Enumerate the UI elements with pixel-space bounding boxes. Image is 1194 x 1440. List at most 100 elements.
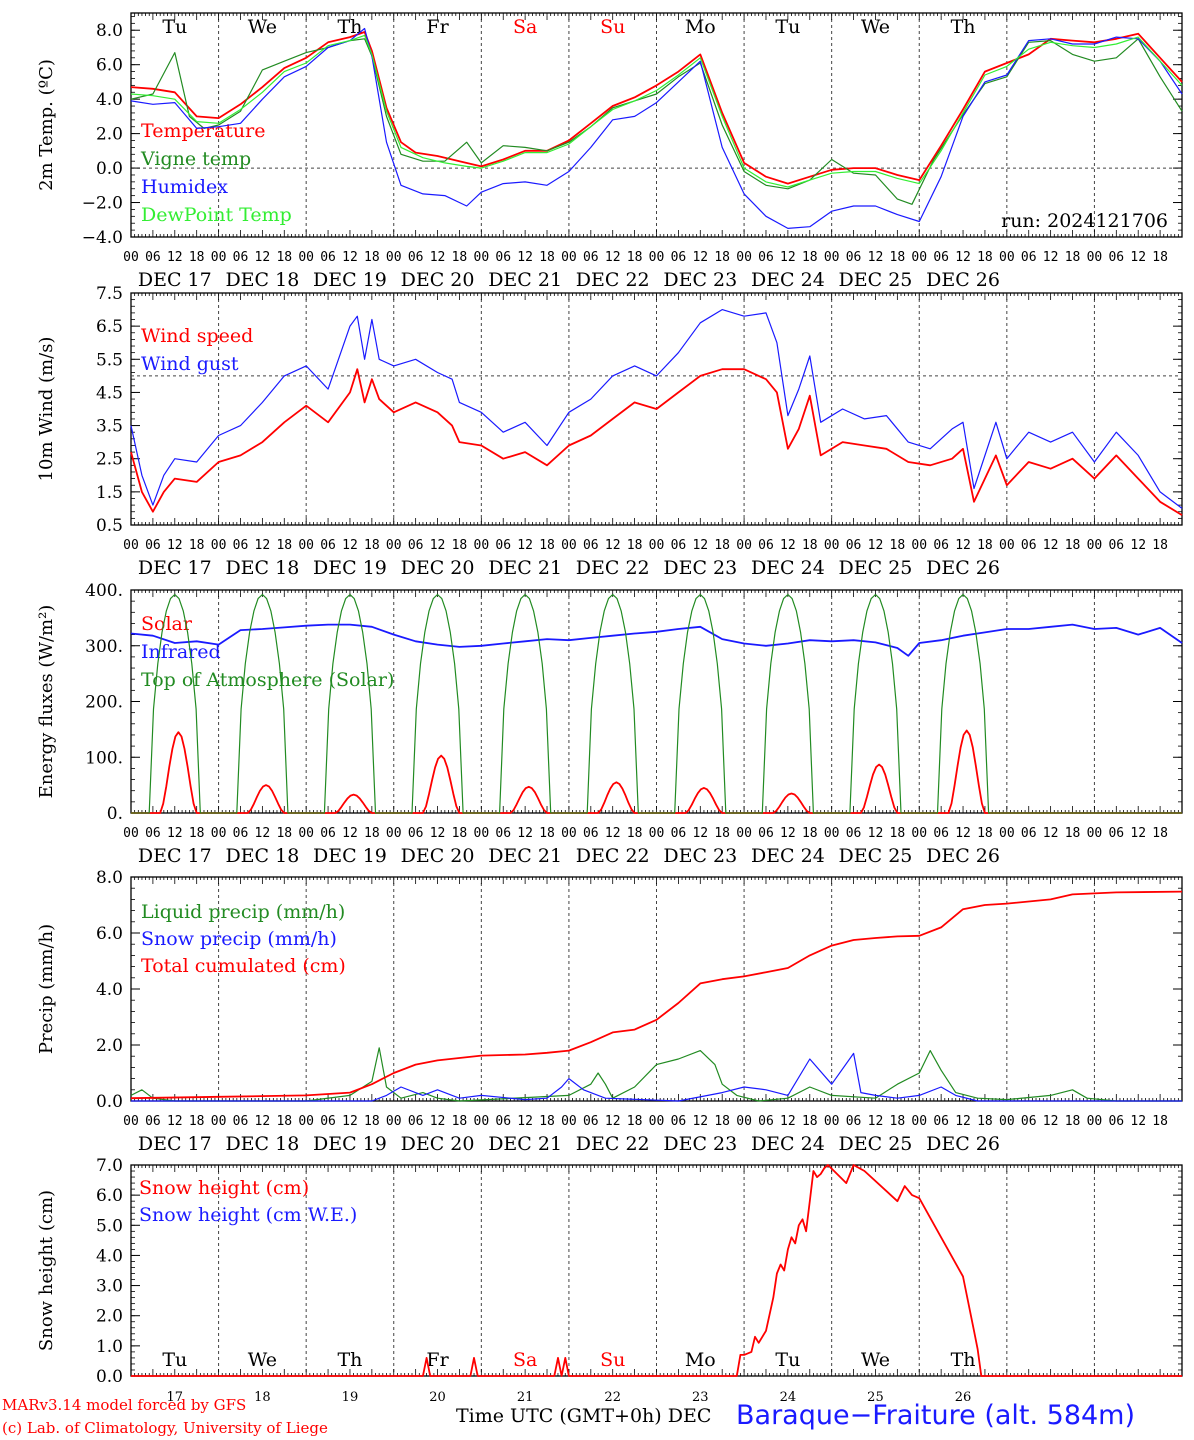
panel-4-hour-tick-label: 12 — [342, 1114, 358, 1129]
panel-2-date-label: DEC 19 — [313, 557, 387, 579]
panel-2-y-tick-label: 3.5 — [96, 417, 123, 437]
panel-5-day-number-label: 20 — [429, 1390, 446, 1405]
panel-1-weekday-label: Mo — [685, 16, 716, 38]
panel-1-hour-tick-label: 12 — [1130, 250, 1146, 265]
panel-5-y-tick-label: 6.0 — [96, 1186, 123, 1206]
panel-3-hour-tick-label: 18 — [1152, 826, 1168, 841]
panel-1-y-tick-label: 8.0 — [96, 21, 123, 41]
panel-1-date-label: DEC 23 — [663, 269, 737, 291]
panel-2-hour-tick-label: 06 — [233, 538, 249, 553]
panel-2-hour-tick-label: 12 — [780, 538, 796, 553]
panel-2-hour-tick-label: 00 — [561, 538, 577, 553]
panel-2-hour-tick-label: 12 — [1130, 538, 1146, 553]
panel-5-day-number-label: 19 — [342, 1390, 359, 1405]
panel-1-weekday-label: Fr — [426, 16, 449, 38]
panel-1-hour-tick-label: 00 — [999, 250, 1015, 265]
station-title: Baraque−Fraiture (alt. 584m) — [736, 1400, 1136, 1431]
panel-3-hour-tick-label: 00 — [123, 826, 139, 841]
panel-2-hour-tick-label: 18 — [1152, 538, 1168, 553]
panel-3-hour-tick-label: 18 — [977, 826, 993, 841]
panel-4-hour-tick-label: 18 — [276, 1114, 292, 1129]
panel-2-hour-tick-label: 12 — [430, 538, 446, 553]
panel-4-hour-tick-label: 06 — [233, 1114, 249, 1129]
panel-1-hour-tick-label: 12 — [780, 250, 796, 265]
panel-3-hour-tick-label: 18 — [1065, 826, 1081, 841]
panel-3-hour-tick-label: 12 — [167, 826, 183, 841]
panel-3-hour-tick-label: 12 — [955, 826, 971, 841]
panel-5-y-axis-label: Snow height (cm) — [36, 1190, 57, 1351]
panel-4-series-2-line — [131, 1052, 1182, 1102]
panel-1-hour-tick-label: 00 — [211, 250, 227, 265]
panel-5-day-number-label: 24 — [780, 1390, 797, 1405]
panel-5-y-tick-label: 7.0 — [96, 1156, 123, 1176]
panel-2-hour-tick-label: 18 — [189, 538, 205, 553]
panel-4-hour-tick-label: 18 — [802, 1114, 818, 1129]
panel-2-y-tick-label: 6.5 — [96, 317, 123, 337]
panel-2-hour-tick-label: 12 — [1043, 538, 1059, 553]
panel-1-hour-tick-label: 18 — [189, 250, 205, 265]
panel-1-y-tick-label: 0.0 — [96, 159, 123, 179]
panel-4-hour-tick-label: 12 — [430, 1114, 446, 1129]
panel-3-y-tick-label: 200. — [85, 693, 123, 713]
panel-4-hour-tick-label: 18 — [1152, 1114, 1168, 1129]
panel-4-date-label: DEC 18 — [225, 1133, 299, 1155]
panel-4-y-tick-label: 4.0 — [96, 980, 123, 1000]
panel-4-hour-tick-label: 12 — [605, 1114, 621, 1129]
panel-3-series-3-line — [131, 593, 1182, 814]
panel-5-day-number-label: 25 — [867, 1390, 884, 1405]
panel-2-hour-tick-label: 06 — [933, 538, 949, 553]
panel-3-hour-tick-label: 06 — [671, 826, 687, 841]
panel-2-hour-tick-label: 18 — [364, 538, 380, 553]
panel-2-hour-tick-label: 18 — [977, 538, 993, 553]
panel-1-weekday-label: Sa — [513, 16, 537, 38]
panel-1-hour-tick-label: 18 — [714, 250, 730, 265]
panel-1-hour-tick-label: 18 — [1065, 250, 1081, 265]
panel-2-hour-tick-label: 00 — [386, 538, 402, 553]
panel-4-hour-tick-label: 18 — [452, 1114, 468, 1129]
panel-1-weekday-label: We — [248, 16, 277, 38]
panel-3-hour-tick-label: 18 — [364, 826, 380, 841]
panel-1-hour-tick-label: 12 — [342, 250, 358, 265]
panel-2-hour-tick-label: 18 — [276, 538, 292, 553]
panel-2-hour-tick-label: 06 — [495, 538, 511, 553]
panel-2-y-tick-label: 2.5 — [96, 450, 123, 470]
panel-5-day-number-label: 21 — [517, 1390, 534, 1405]
panel-1-series-2-line — [130, 38, 1183, 205]
panel-1-hour-tick-label: 00 — [649, 250, 665, 265]
panel-1-date-label: DEC 22 — [576, 269, 650, 291]
panel-2-hour-tick-label: 12 — [342, 538, 358, 553]
panel-2-hour-tick-label: 18 — [1065, 538, 1081, 553]
panel-4-hour-tick-label: 18 — [977, 1114, 993, 1129]
panel-4-date-label: DEC 22 — [576, 1133, 650, 1155]
panel-4-date-label: DEC 17 — [138, 1133, 212, 1155]
panel-5-weekday-label: We — [861, 1349, 890, 1371]
panel-3-hour-tick-label: 12 — [430, 826, 446, 841]
credit-line-1: MARv3.14 model forced by GFS — [2, 1396, 247, 1414]
panel-4-hour-tick-label: 00 — [211, 1114, 227, 1129]
panel-1-date-label: DEC 25 — [839, 269, 913, 291]
panel-4-hour-tick-label: 06 — [495, 1114, 511, 1129]
panel-4-legend-1: Liquid precip (mm/h) — [141, 901, 345, 923]
panel-2-hour-tick-label: 18 — [627, 538, 643, 553]
credit-line-2: (c) Lab. of Climatology, University of L… — [2, 1419, 328, 1437]
panel-4-hour-tick-label: 06 — [408, 1114, 424, 1129]
panel-3-y-tick-label: 100. — [85, 748, 123, 768]
panel-3-hour-tick-label: 06 — [933, 826, 949, 841]
panel-1-hour-tick-label: 18 — [539, 250, 555, 265]
panel-3-hour-tick-label: 18 — [189, 826, 205, 841]
panel-1-hour-tick-label: 12 — [255, 250, 271, 265]
panel-3-y-tick-label: 300. — [85, 637, 123, 657]
panel-3-hour-tick-label: 06 — [758, 826, 774, 841]
panel-3-date-label: DEC 22 — [576, 845, 650, 867]
panel-3-hour-tick-label: 18 — [802, 826, 818, 841]
panel-3-hour-tick-label: 12 — [1043, 826, 1059, 841]
panel-3-hour-tick-label: 18 — [276, 826, 292, 841]
panel-4-hour-tick-label: 12 — [1043, 1114, 1059, 1129]
panel-5-day-number-label: 17 — [167, 1390, 184, 1405]
panel-1-hour-tick-label: 06 — [933, 250, 949, 265]
panel-5-y-tick-label: 5.0 — [96, 1216, 123, 1236]
panel-5-weekday-label: Fr — [426, 1349, 449, 1371]
panel-3-hour-tick-label: 00 — [911, 826, 927, 841]
panel-2-y-axis-label: 10m Wind (m/s) — [36, 337, 57, 482]
